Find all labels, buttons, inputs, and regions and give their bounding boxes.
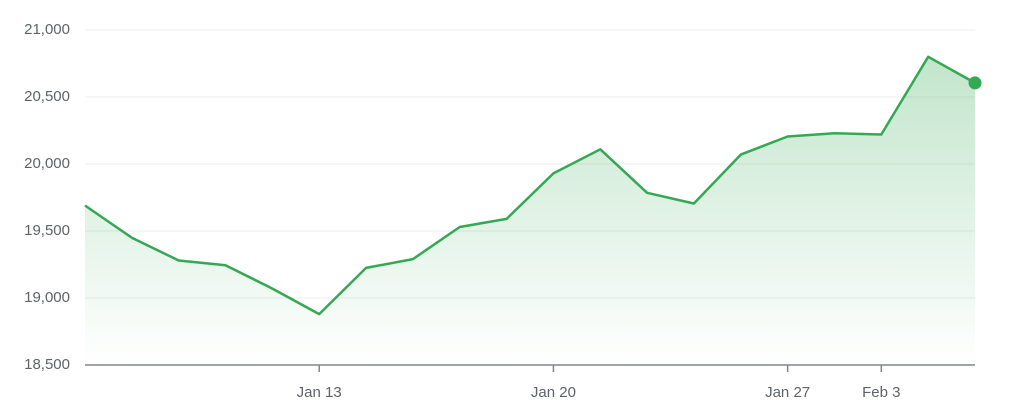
area — [85, 56, 975, 366]
y-tick-label: 21,000 — [24, 21, 70, 38]
line — [84, 55, 976, 316]
x-tick-label: Jan 13 — [297, 384, 342, 401]
y-tick-label: 19,500 — [24, 222, 70, 239]
y-tick-label: 19,000 — [24, 289, 70, 306]
x-tick-label: Jan 27 — [765, 384, 810, 401]
x-tick-label: Feb 3 — [862, 384, 900, 401]
y-tick-label: 18,500 — [24, 356, 70, 373]
last-point — [968, 76, 982, 90]
y-tick-label: 20,500 — [24, 88, 70, 105]
y-tick-label: 20,000 — [24, 155, 70, 172]
x-tick-label: Jan 20 — [531, 384, 576, 401]
